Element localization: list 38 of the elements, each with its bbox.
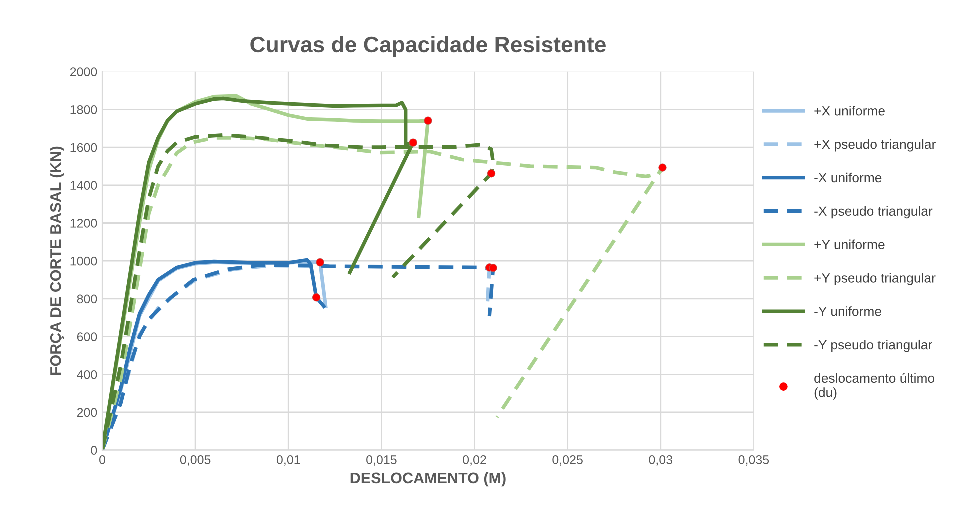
x-tick-label: 0,02 [463, 456, 486, 466]
legend-label: -Y uniforme [814, 306, 882, 316]
x-tick-label: 0,005 [180, 456, 211, 466]
chart-title: Curvas de Capacidade Resistente [250, 36, 606, 58]
legend-label: -X pseudo triangular [814, 206, 933, 219]
point [409, 138, 418, 147]
y-tick-label: 1600 [70, 143, 98, 152]
x-tick-label: 0,035 [738, 456, 770, 466]
x-tick-label: 0,025 [552, 456, 583, 466]
y-tick-label: 1800 [70, 106, 98, 114]
legend-label: +X uniforme [814, 106, 885, 116]
point [312, 294, 321, 302]
y-tick-label: 0 [91, 446, 98, 455]
point [487, 170, 496, 178]
legend-label: -Y pseudo triangular [814, 340, 932, 352]
legend-label: +X pseudo triangular [814, 140, 936, 152]
y-tick-label: 800 [77, 294, 98, 304]
point [424, 116, 432, 125]
legend-label: +Y pseudo triangular [814, 273, 936, 286]
point [489, 264, 498, 272]
y-tick-label: 200 [77, 408, 98, 418]
y-tick-label: 1000 [70, 256, 98, 266]
legend-label: -X uniforme [814, 172, 882, 183]
y-axis-title: FORÇA DE CORTE BASAL (KN) [50, 146, 64, 376]
x-tick-label: 0 [100, 456, 106, 464]
x-tick-label: 0,03 [649, 456, 672, 466]
point [316, 258, 324, 267]
x-tick-label: 0,015 [366, 456, 397, 466]
point [658, 164, 667, 172]
y-tick-label: 2000 [70, 68, 98, 77]
y-tick-label: 400 [77, 370, 98, 380]
legend-label: deslocamento último (du) [814, 373, 934, 400]
y-tick-label: 1200 [70, 219, 98, 228]
x-tick-label: 0,01 [276, 456, 300, 466]
x-axis-title: DESLOCAMENTO (M) [350, 472, 506, 487]
legend-label: +Y uniforme [814, 240, 885, 250]
y-tick-label: 600 [77, 332, 98, 342]
y-tick-label: 1400 [70, 181, 98, 190]
